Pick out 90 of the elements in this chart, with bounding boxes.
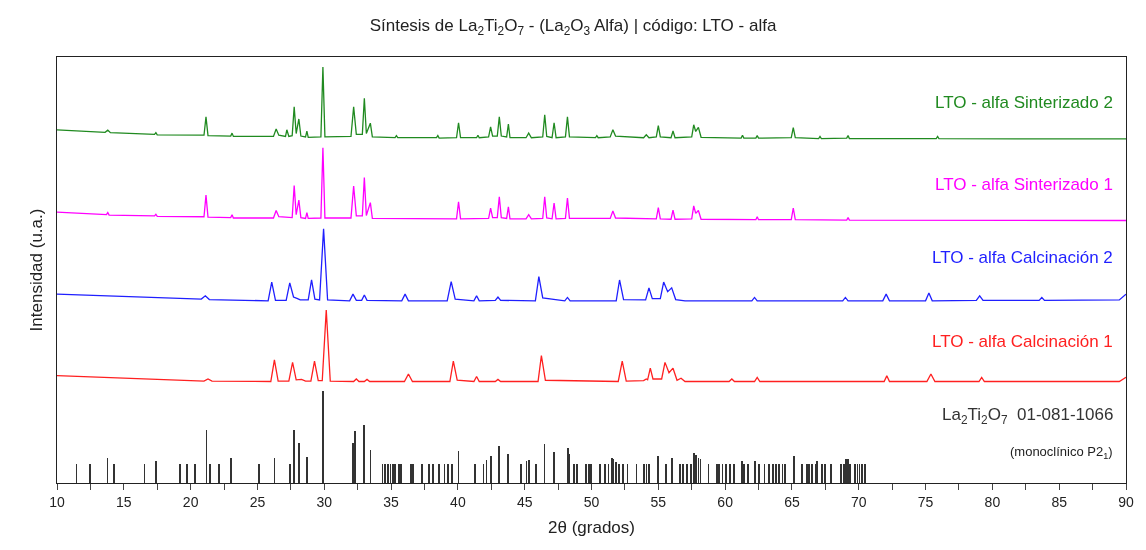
- bar: [573, 464, 575, 483]
- bar: [671, 458, 673, 483]
- bar: [438, 464, 440, 483]
- x-tick-label: 80: [984, 493, 1001, 510]
- bar: [840, 464, 842, 483]
- bar: [585, 464, 587, 483]
- bar: [293, 430, 295, 483]
- bar: [758, 464, 760, 483]
- bar: [733, 464, 735, 483]
- bar: [432, 464, 434, 483]
- x-tick-label: 20: [182, 493, 199, 510]
- annotation: (monoclínico P2$_{1}$): [1010, 444, 1113, 461]
- bar: [520, 464, 522, 483]
- series-label: LTO - alfa Calcinación 2: [932, 248, 1113, 267]
- x-tick-label: 30: [316, 493, 333, 510]
- bar: [89, 464, 91, 483]
- bar: [778, 464, 780, 483]
- x-tick-label: 75: [917, 493, 934, 510]
- bar: [447, 464, 449, 483]
- chart-title: Síntesis de La$_{2}$Ti$_{2}$O$_{7}$ - (La$_{2}$O$_{3}$ Alfa) | código: LTO - alfa: [369, 16, 777, 38]
- bar: [729, 464, 731, 483]
- bar: [186, 464, 188, 483]
- x-tick-label: 15: [116, 493, 132, 510]
- bar: [363, 425, 365, 483]
- bar: [553, 452, 555, 483]
- x-axis-title: 2θ (grados): [548, 518, 635, 538]
- bar: [218, 464, 220, 483]
- x-tick-label: 60: [717, 493, 734, 510]
- series-label: LTO - alfa Sinterizado 2: [935, 93, 1113, 112]
- bar: [793, 456, 795, 483]
- bar: [507, 454, 509, 483]
- bar: [775, 464, 777, 483]
- series-label: LTO - alfa Calcinación 1: [932, 332, 1113, 351]
- bar: [209, 464, 211, 483]
- bar: [811, 464, 813, 483]
- series-label: LTO - alfa Sinterizado 1: [935, 175, 1113, 194]
- x-tick-label: 50: [583, 493, 600, 510]
- bar: [451, 464, 453, 483]
- text: La$_{2}$Ti$_{2}$O$_{7}$ 01-081-1066: [942, 405, 1114, 427]
- x-tick-label: 65: [784, 493, 800, 510]
- y-axis-title: Intensidad (u.a.): [27, 208, 47, 332]
- bar: [768, 464, 770, 483]
- bar: [230, 458, 232, 483]
- bar: [725, 464, 727, 483]
- bar: [298, 443, 300, 483]
- bar: [830, 464, 832, 483]
- x-tick-label: 85: [1051, 493, 1068, 510]
- bar: [194, 464, 196, 483]
- bar: [421, 464, 423, 483]
- bar: [657, 456, 659, 483]
- bar: [665, 464, 667, 483]
- bar: [474, 464, 476, 483]
- bar: [113, 464, 115, 483]
- bar: [618, 464, 620, 483]
- bar: [801, 464, 803, 483]
- x-tick-label: 90: [1118, 493, 1134, 510]
- bar: [322, 391, 324, 483]
- bar: [686, 464, 688, 483]
- bar: [567, 448, 569, 483]
- bar: [824, 464, 826, 483]
- bar: [772, 464, 774, 483]
- bar: [258, 464, 260, 483]
- bar: [682, 464, 684, 483]
- bar: [179, 464, 181, 483]
- bar: [604, 464, 606, 483]
- bar: [741, 461, 743, 483]
- bar: [679, 464, 681, 483]
- bar: [289, 464, 291, 483]
- bar: [622, 464, 624, 483]
- x-tick-label: 70: [850, 493, 867, 510]
- bar: [754, 461, 756, 483]
- bar: [498, 446, 500, 483]
- x-tick-label: 25: [249, 493, 266, 510]
- bar: [428, 464, 430, 483]
- x-tick-label: 35: [383, 493, 400, 510]
- bar: [743, 464, 745, 483]
- bar: [155, 461, 157, 483]
- bar: [354, 431, 356, 483]
- bar: [599, 464, 601, 483]
- x-tick-label: 10: [49, 493, 65, 510]
- x-tick-label: 40: [450, 493, 466, 510]
- bar: [306, 457, 308, 483]
- bar: [821, 464, 823, 483]
- bar: [864, 464, 866, 483]
- bar: [535, 464, 537, 483]
- bar: [747, 464, 749, 483]
- x-tick-label: 55: [650, 493, 667, 510]
- bar: [576, 464, 578, 483]
- bar: [490, 456, 492, 483]
- x-tick-label: 45: [516, 493, 533, 510]
